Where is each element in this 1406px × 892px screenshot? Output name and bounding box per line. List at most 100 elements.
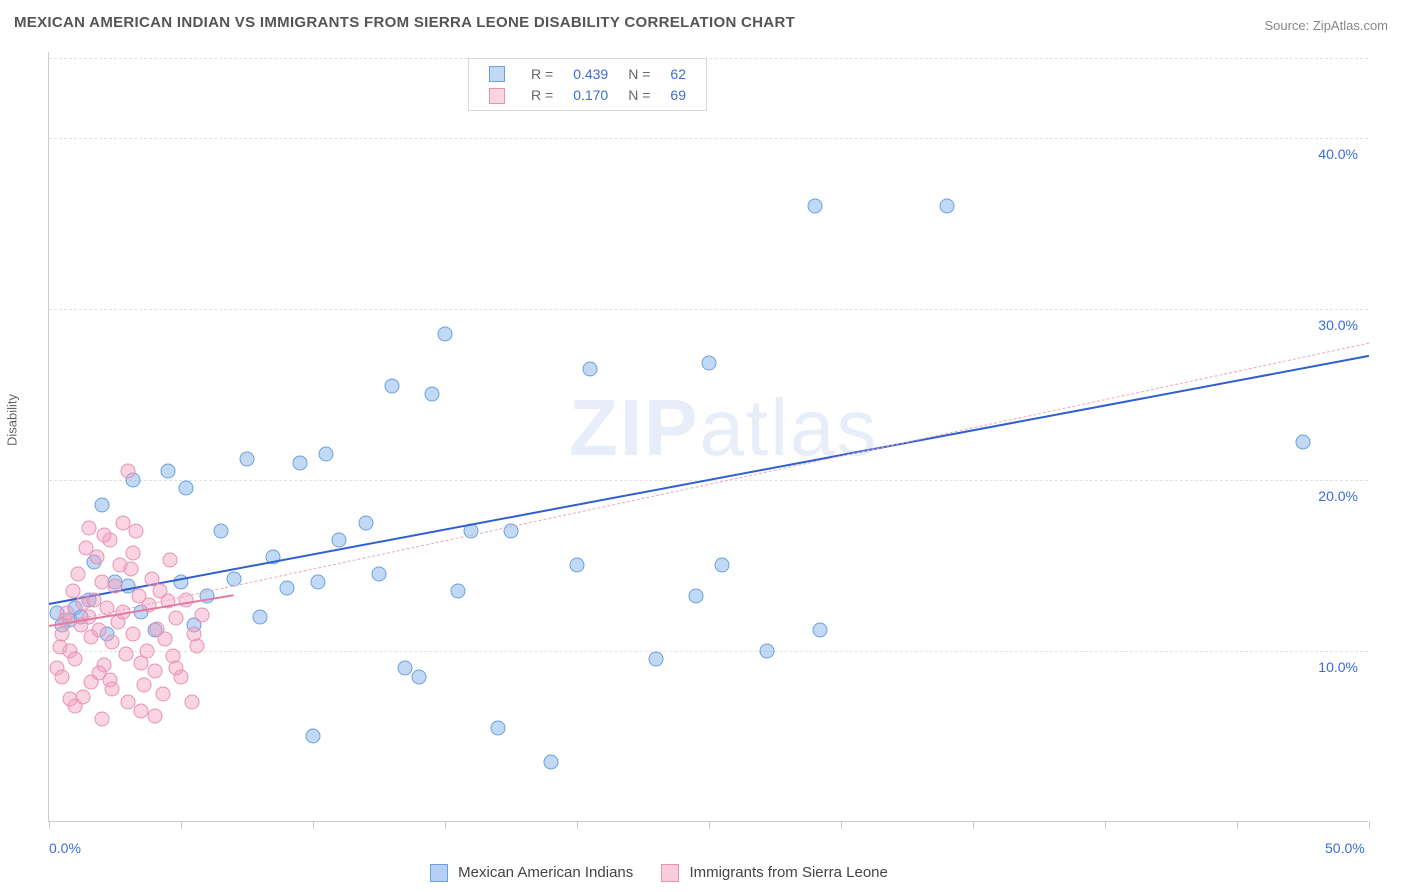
data-point xyxy=(123,561,138,576)
x-tick xyxy=(1237,821,1238,829)
data-point xyxy=(121,695,136,710)
data-point xyxy=(92,623,107,638)
legend-swatch xyxy=(489,66,505,82)
data-point xyxy=(76,690,91,705)
data-point xyxy=(184,695,199,710)
legend-n-label: N = xyxy=(618,84,660,105)
legend-n-value: 62 xyxy=(660,63,696,84)
data-point xyxy=(649,652,664,667)
legend-label: Immigrants from Sierra Leone xyxy=(689,864,887,881)
legend-r-value: 0.170 xyxy=(563,84,618,105)
legend-n-value: 69 xyxy=(660,84,696,105)
x-tick xyxy=(973,821,974,829)
x-tick xyxy=(709,821,710,829)
x-tick xyxy=(49,821,50,829)
x-tick xyxy=(577,821,578,829)
data-point xyxy=(438,327,453,342)
data-point xyxy=(63,691,78,706)
data-point xyxy=(411,669,426,684)
data-point xyxy=(319,447,334,462)
data-point xyxy=(1296,435,1311,450)
data-point xyxy=(702,356,717,371)
data-point xyxy=(292,455,307,470)
x-tick-label: 0.0% xyxy=(49,840,81,856)
data-point xyxy=(108,578,123,593)
watermark-rest: atlas xyxy=(699,383,878,472)
grid-line xyxy=(49,138,1368,139)
data-point xyxy=(543,755,558,770)
data-point xyxy=(55,626,70,641)
data-point xyxy=(71,566,86,581)
legend-n-label: N = xyxy=(618,63,660,84)
x-tick xyxy=(1369,821,1370,829)
y-tick-label: 20.0% xyxy=(1298,488,1358,504)
legend-swatch xyxy=(661,864,679,882)
grid-line xyxy=(49,309,1368,310)
data-point xyxy=(311,575,326,590)
data-point xyxy=(807,199,822,214)
data-point xyxy=(94,498,109,513)
data-point xyxy=(715,558,730,573)
data-point xyxy=(583,361,598,376)
data-point xyxy=(240,452,255,467)
legend-swatch-cell xyxy=(479,63,521,84)
correlation-legend: R =0.439N =62R =0.170N =69 xyxy=(468,58,707,111)
data-point xyxy=(55,669,70,684)
legend-r-label: R = xyxy=(521,63,563,84)
data-point xyxy=(688,589,703,604)
data-point xyxy=(939,199,954,214)
data-point xyxy=(570,558,585,573)
data-point xyxy=(92,666,107,681)
trend-line xyxy=(49,343,1369,626)
watermark-bold: ZIP xyxy=(569,383,699,472)
data-point xyxy=(118,647,133,662)
y-axis-title: Disability xyxy=(5,394,20,446)
legend-label: Mexican American Indians xyxy=(458,864,633,881)
legend-item: Immigrants from Sierra Leone xyxy=(661,864,888,882)
data-point xyxy=(213,524,228,539)
x-tick xyxy=(445,821,446,829)
data-point xyxy=(81,520,96,535)
legend-swatch xyxy=(430,864,448,882)
legend-r-value: 0.439 xyxy=(563,63,618,84)
data-point xyxy=(97,527,112,542)
data-point xyxy=(105,635,120,650)
chart-title: MEXICAN AMERICAN INDIAN VS IMMIGRANTS FR… xyxy=(14,14,795,31)
data-point xyxy=(812,623,827,638)
x-tick xyxy=(181,821,182,829)
data-point xyxy=(760,643,775,658)
grid-line xyxy=(49,58,1368,59)
grid-line xyxy=(49,651,1368,652)
data-point xyxy=(155,686,170,701)
data-point xyxy=(147,708,162,723)
data-point xyxy=(168,611,183,626)
legend-r-label: R = xyxy=(521,84,563,105)
y-tick-label: 40.0% xyxy=(1298,146,1358,162)
data-point xyxy=(158,631,173,646)
data-point xyxy=(279,580,294,595)
data-point xyxy=(332,532,347,547)
data-point xyxy=(147,664,162,679)
legend-swatch xyxy=(489,88,505,104)
data-point xyxy=(187,626,202,641)
data-point xyxy=(68,652,83,667)
data-point xyxy=(163,553,178,568)
legend-item: Mexican American Indians xyxy=(430,864,633,882)
data-point xyxy=(451,584,466,599)
chart-container: MEXICAN AMERICAN INDIAN VS IMMIGRANTS FR… xyxy=(0,0,1406,892)
x-tick xyxy=(313,821,314,829)
data-point xyxy=(179,481,194,496)
legend-row: R =0.170N =69 xyxy=(479,84,696,105)
y-tick-label: 10.0% xyxy=(1298,659,1358,675)
y-tick-label: 30.0% xyxy=(1298,317,1358,333)
legend-row: R =0.439N =62 xyxy=(479,63,696,84)
data-point xyxy=(134,655,149,670)
data-point xyxy=(60,606,75,621)
watermark: ZIPatlas xyxy=(569,382,878,474)
data-point xyxy=(137,678,152,693)
x-tick xyxy=(841,821,842,829)
data-point xyxy=(385,378,400,393)
data-point xyxy=(89,549,104,564)
legend-swatch-cell xyxy=(479,84,521,105)
data-point xyxy=(372,566,387,581)
